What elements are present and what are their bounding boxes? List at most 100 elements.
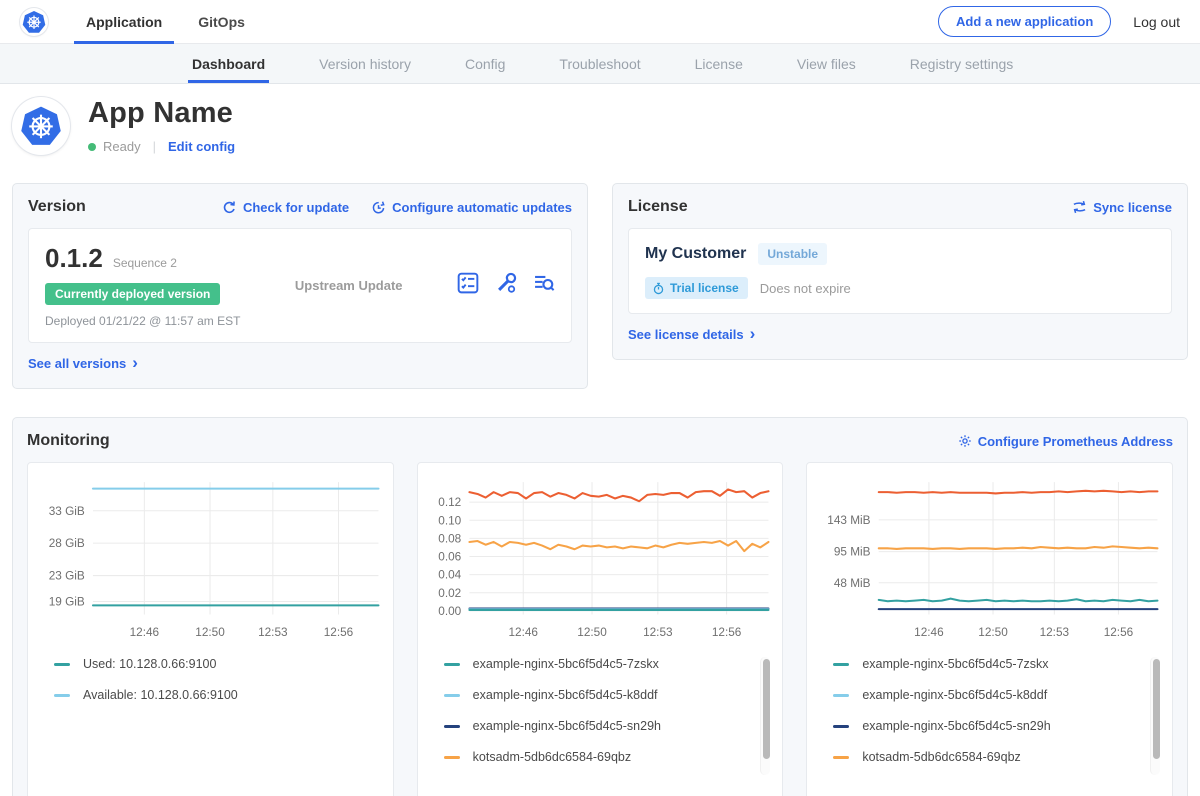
tab-dashboard[interactable]: Dashboard [188, 44, 269, 83]
view-logs-icon[interactable] [533, 272, 555, 299]
configure-prometheus-link[interactable]: Configure Prometheus Address [958, 434, 1173, 449]
legend-color-dash [444, 756, 460, 759]
svg-text:0.12: 0.12 [438, 496, 461, 509]
svg-text:0.02: 0.02 [438, 587, 461, 600]
svg-text:0.10: 0.10 [438, 514, 461, 527]
tab-troubleshoot[interactable]: Troubleshoot [555, 44, 644, 83]
edit-config-link[interactable]: Edit config [168, 139, 235, 154]
svg-text:28 GiB: 28 GiB [49, 537, 85, 550]
legend-label: example-nginx-5bc6f5d4c5-k8ddf [473, 688, 658, 702]
legend-item: example-nginx-5bc6f5d4c5-sn29h [833, 719, 1166, 733]
version-number: 0.1.2 [45, 243, 103, 274]
see-license-details-link[interactable]: See license details › [628, 327, 755, 342]
svg-text:12:50: 12:50 [195, 626, 225, 639]
see-all-versions-label: See all versions [28, 356, 126, 371]
scrollbar-thumb[interactable] [763, 659, 770, 759]
svg-text:12:53: 12:53 [1040, 626, 1070, 639]
legend-label: example-nginx-5bc6f5d4c5-7zskx [862, 657, 1048, 671]
logout-button[interactable]: Log out [1133, 14, 1180, 30]
trial-license-label: Trial license [670, 281, 739, 295]
monitoring-card: Monitoring Configure Prometheus Address … [12, 417, 1188, 796]
legend-label: example-nginx-5bc6f5d4c5-sn29h [473, 719, 661, 733]
memory-usage-chart[interactable]: 143 MiB95 MiB48 MiB12:4612:5012:5312:56 [817, 475, 1166, 647]
schedule-update-icon [371, 200, 386, 215]
check-for-update-link[interactable]: Check for update [222, 200, 349, 215]
legend-color-dash [54, 663, 70, 666]
current-version-row: 0.1.2 Sequence 2 Currently deployed vers… [28, 228, 572, 343]
svg-text:33 GiB: 33 GiB [49, 505, 85, 518]
legend-color-dash [444, 663, 460, 666]
disk-usage-chart[interactable]: 33 GiB28 GiB23 GiB19 GiB12:4612:5012:531… [38, 475, 387, 647]
svg-text:12:50: 12:50 [979, 626, 1009, 639]
tab-config[interactable]: Config [461, 44, 509, 83]
legend-item: example-nginx-5bc6f5d4c5-sn29h [444, 719, 777, 733]
license-expiry: Does not expire [760, 281, 851, 296]
monitoring-title: Monitoring [27, 432, 110, 450]
status-dot [88, 143, 96, 151]
scrollbar-thumb[interactable] [1153, 659, 1160, 759]
refresh-icon [222, 200, 237, 215]
svg-text:143 MiB: 143 MiB [828, 514, 871, 527]
trial-license-badge: Trial license [645, 277, 748, 299]
gear-icon [958, 434, 972, 448]
see-all-versions-link[interactable]: See all versions › [28, 356, 138, 371]
kubernetes-logo-icon [20, 8, 48, 36]
legend-label: example-nginx-5bc6f5d4c5-k8ddf [862, 688, 1047, 702]
legend-color-dash [833, 694, 849, 697]
app-sub-nav: Dashboard Version history Config Trouble… [0, 44, 1200, 84]
stopwatch-icon [652, 282, 665, 295]
svg-text:0.00: 0.00 [438, 605, 461, 618]
preflight-checklist-icon[interactable] [457, 272, 479, 299]
topnav-tab-application[interactable]: Application [86, 0, 162, 44]
legend-item: example-nginx-5bc6f5d4c5-k8ddf [444, 688, 777, 702]
configure-automatic-updates-label: Configure automatic updates [392, 200, 572, 215]
check-for-update-label: Check for update [243, 200, 349, 215]
legend-color-dash [833, 663, 849, 666]
svg-text:12:53: 12:53 [643, 626, 673, 639]
legend-label: example-nginx-5bc6f5d4c5-sn29h [862, 719, 1050, 733]
version-card-title: Version [28, 198, 86, 216]
legend-color-dash [833, 756, 849, 759]
tab-license[interactable]: License [691, 44, 747, 83]
legend-color-dash [54, 694, 70, 697]
svg-text:0.04: 0.04 [438, 569, 461, 582]
svg-text:12:53: 12:53 [258, 626, 288, 639]
tab-version-history[interactable]: Version history [315, 44, 415, 83]
svg-text:0.08: 0.08 [438, 532, 461, 545]
svg-text:95 MiB: 95 MiB [834, 546, 871, 559]
sync-arrows-icon [1072, 200, 1087, 214]
legend-scrollbar [760, 657, 770, 775]
svg-text:48 MiB: 48 MiB [834, 577, 871, 590]
legend-label: Used: 10.128.0.66:9100 [83, 657, 216, 671]
status-text: Ready [103, 139, 141, 154]
svg-text:12:50: 12:50 [577, 626, 607, 639]
legend-label: kotsadm-5db6dc6584-69qbz [862, 750, 1020, 764]
svg-text:23 GiB: 23 GiB [49, 570, 85, 583]
configure-prometheus-label: Configure Prometheus Address [978, 434, 1173, 449]
version-sequence: Sequence 2 [113, 256, 177, 270]
tab-view-files[interactable]: View files [793, 44, 860, 83]
legend-item: Used: 10.128.0.66:9100 [54, 657, 387, 671]
channel-badge: Unstable [758, 243, 827, 265]
sync-license-link[interactable]: Sync license [1072, 200, 1172, 215]
topnav-tab-gitops[interactable]: GitOps [198, 0, 245, 44]
troubleshoot-wrench-icon[interactable] [495, 272, 517, 299]
deployed-timestamp: Deployed 01/21/22 @ 11:57 am EST [45, 314, 240, 328]
legend-item: example-nginx-5bc6f5d4c5-7zskx [833, 657, 1166, 671]
tab-registry-settings[interactable]: Registry settings [906, 44, 1017, 83]
disk-usage-chart-card: 33 GiB28 GiB23 GiB19 GiB12:4612:5012:531… [27, 462, 394, 796]
memory-usage-chart-card: 143 MiB95 MiB48 MiB12:4612:5012:5312:56 … [806, 462, 1173, 796]
disk-usage-legend: Used: 10.128.0.66:9100Available: 10.128.… [38, 657, 387, 789]
license-card-title: License [628, 198, 688, 216]
add-application-button[interactable]: Add a new application [938, 6, 1111, 37]
cpu-usage-chart-card: 0.120.100.080.060.040.020.0012:4612:5012… [417, 462, 784, 796]
top-nav: Application GitOps Add a new application… [0, 0, 1200, 44]
legend-item: kotsadm-5db6dc6584-69qbz [833, 750, 1166, 764]
sync-license-label: Sync license [1093, 200, 1172, 215]
cpu-usage-chart[interactable]: 0.120.100.080.060.040.020.0012:4612:5012… [428, 475, 777, 647]
version-card: Version Check for update [12, 183, 588, 389]
memory-usage-legend: example-nginx-5bc6f5d4c5-7zskx example-ng… [817, 657, 1166, 789]
legend-item: kotsadm-5db6dc6584-69qbz [444, 750, 777, 764]
svg-text:0.06: 0.06 [438, 551, 461, 564]
configure-automatic-updates-link[interactable]: Configure automatic updates [371, 200, 572, 215]
